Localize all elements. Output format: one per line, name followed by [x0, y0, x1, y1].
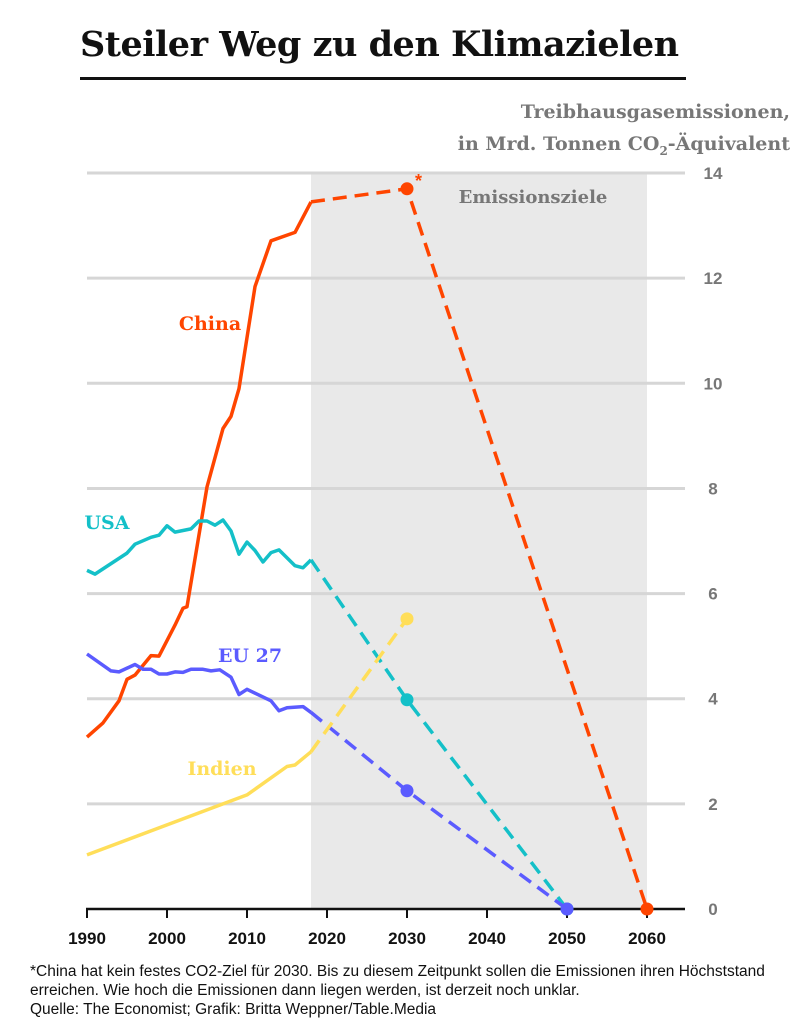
y-axis-label-line1: Treibhausgasemissionen, [520, 101, 790, 123]
shaded-region-label: Emissionsziele [459, 187, 608, 208]
y-axis-label-line2: in Mrd. Tonnen CO2-Äquivalent [458, 128, 790, 167]
china-target-point [400, 182, 414, 196]
indien-line [86, 750, 313, 857]
usa-line [86, 518, 313, 576]
indien-target-point [400, 612, 414, 626]
usa-label: USA [84, 512, 129, 534]
china-target-point [640, 902, 654, 916]
shaded-region [311, 173, 647, 909]
y-axis-label: Treibhausgasemissionen, in Mrd. Tonnen C… [458, 96, 790, 167]
x-tick-label: 2040 [468, 929, 506, 948]
x-tick-label: 1990 [68, 929, 106, 948]
indien-label: Indien [187, 758, 256, 780]
y-tick-label: 6 [708, 585, 717, 604]
source: Quelle: The Economist; Grafik: Britta We… [30, 1001, 437, 1018]
china-label: China [179, 313, 241, 335]
x-tick-label: 2060 [628, 929, 666, 948]
usa-target-line [309, 558, 569, 911]
eu-27-target-point [560, 902, 574, 916]
x-tick-label: 2000 [148, 929, 186, 948]
unit-sub: 2 [659, 143, 668, 158]
unit-post: -Äquivalent [667, 133, 790, 155]
x-tick-label: 2050 [548, 929, 586, 948]
indien-target-line [309, 617, 409, 753]
y-tick-label: 8 [708, 479, 717, 498]
footnote-block: *China hat kein festes CO2-Ziel für 2030… [30, 962, 790, 1019]
x-tick-label: 2020 [308, 929, 346, 948]
unit-pre: in Mrd. Tonnen CO [457, 133, 660, 155]
china-line [85, 201, 313, 739]
y-tick-label: 12 [704, 269, 723, 288]
eu-27-label: EU 27 [218, 645, 282, 667]
chart-title: Steiler Weg zu den Klimazielen [80, 24, 679, 65]
y-tick-label: 0 [708, 900, 717, 919]
x-tick-label: 2010 [228, 929, 266, 948]
y-tick-label: 14 [704, 164, 723, 183]
eu-27-target-point [400, 784, 414, 798]
footnote: *China hat kein festes CO2-Ziel für 2030… [30, 963, 765, 999]
x-tick-label: 2030 [388, 929, 426, 948]
eu-27-line [85, 652, 313, 714]
title-rule [80, 77, 686, 80]
y-tick-label: 10 [704, 374, 723, 393]
usa-target-point [400, 693, 414, 707]
y-tick-label: 2 [708, 795, 717, 814]
china-footnote-mark: * [415, 171, 422, 191]
y-tick-label: 4 [708, 690, 718, 709]
